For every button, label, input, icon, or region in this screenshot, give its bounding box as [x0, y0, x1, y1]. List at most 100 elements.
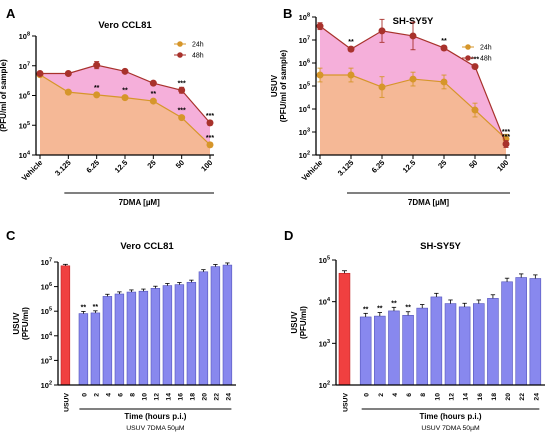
data-point-24h: [178, 114, 186, 122]
bar-control: [338, 272, 351, 386]
significance-marker: ***: [206, 135, 214, 142]
significance-marker: **: [93, 304, 99, 311]
bar: [515, 277, 527, 386]
y-axis-title-line2: (PFU/ml of sample): [0, 59, 8, 132]
x-tick-label: 12.5: [113, 158, 130, 175]
bar: [473, 303, 485, 386]
bar: [90, 312, 101, 386]
x-axis-title: 7DMA [µM]: [119, 198, 161, 207]
y-tick-label: 105: [299, 82, 310, 92]
data-point-24h: [149, 97, 157, 105]
x-tick-label: 22: [519, 393, 526, 401]
bar: [487, 298, 499, 386]
x-tick-label: 6: [117, 393, 124, 397]
y-axis-title-line2: (PFU/ml of sample): [279, 49, 288, 122]
data-point-24h: [409, 75, 417, 83]
y-tick-label: 104: [319, 297, 331, 307]
y-tick-label: 104: [41, 331, 53, 341]
data-point-48h: [316, 22, 324, 30]
data-point-48h: [93, 61, 101, 69]
x-tick-label: 4: [392, 393, 399, 397]
y-tick-label: 102: [41, 381, 52, 391]
chart-title: Vero CCL81: [98, 20, 152, 31]
data-point-48h: [149, 79, 157, 87]
data-point-48h: [502, 140, 510, 148]
bar-control: [60, 265, 71, 386]
x-tick-label: 12: [449, 393, 456, 401]
x-tick-label: 16: [177, 393, 184, 401]
bar: [114, 293, 125, 386]
legend-marker-48h: [465, 55, 471, 61]
x-tick-label: 0: [364, 393, 371, 397]
data-point-48h: [64, 69, 72, 77]
y-tick-label: 108: [299, 13, 310, 23]
x-tick-label: 25: [436, 158, 448, 170]
x-tick-label: 12: [153, 393, 160, 401]
x-tick-label: 100: [495, 158, 510, 173]
bar: [150, 288, 161, 386]
panel-letter: B: [283, 6, 292, 21]
panel-B: BSH-SY5Y** ***********1021031041051061071…: [270, 6, 510, 207]
x-tick-label: 50: [174, 158, 186, 170]
y-tick-label: 108: [19, 32, 30, 42]
x-axis-title: Time (hours p.i.): [124, 412, 186, 421]
y-axis-title-line1: USUV: [270, 74, 279, 97]
bar: [186, 281, 197, 386]
data-point-24h: [64, 88, 72, 96]
bar: [458, 306, 471, 386]
bar: [162, 285, 173, 386]
bar: [102, 296, 113, 386]
significance-marker: **: [377, 306, 383, 313]
area-24h: [320, 75, 506, 155]
x-axis-title: 7DMA [µM]: [408, 198, 450, 207]
significance-marker: **: [122, 88, 128, 95]
bar: [444, 303, 457, 386]
x-tick-label: 12.5: [401, 158, 418, 175]
x-tick-label: 2: [93, 393, 100, 397]
x-tick-label-control: USUV: [63, 393, 70, 412]
data-point-48h: [347, 45, 355, 53]
data-point-48h: [471, 63, 479, 71]
bar: [138, 290, 149, 386]
significance-marker: ***: [206, 113, 214, 120]
x-tick-label: 18: [491, 393, 498, 401]
significance-marker: ***: [178, 80, 186, 87]
x-tick-label: 18: [189, 393, 196, 401]
x-tick-label: 8: [129, 393, 136, 397]
data-point-24h: [316, 71, 324, 79]
legend-label-24h: 24h: [192, 42, 204, 49]
bar: [174, 284, 185, 386]
bar: [222, 264, 233, 386]
significance-marker: **: [151, 91, 157, 98]
bar: [78, 313, 89, 386]
data-point-48h: [378, 27, 386, 35]
y-tick-label: 107: [41, 258, 52, 268]
data-point-24h: [471, 106, 479, 114]
bar: [359, 316, 372, 386]
significance-marker: **: [405, 305, 411, 312]
x-tick-label: 24: [225, 393, 232, 401]
x-tick-label: 3.125: [336, 158, 356, 178]
legend-label-48h: 48h: [192, 53, 204, 60]
y-axis-title-line1: USUV: [290, 311, 299, 334]
bar: [198, 271, 209, 386]
bar: [430, 296, 443, 386]
x-tick-label: 0: [81, 393, 88, 397]
significance-marker: **: [363, 306, 369, 313]
data-point-48h: [178, 86, 186, 94]
x-tick-label: 24: [533, 393, 540, 401]
data-point-48h: [121, 67, 129, 75]
x-axis-title: Time (hours p.i.): [419, 412, 481, 421]
x-tick-label: 2: [378, 393, 385, 397]
y-tick-label: 102: [319, 381, 330, 391]
bar: [402, 315, 414, 386]
treatment-subtitle: USUV 7DMA 50µM: [421, 425, 480, 432]
significance-marker: ***: [178, 108, 186, 115]
bar: [374, 315, 386, 386]
legend-marker-24h: [177, 41, 183, 47]
area-24h: [40, 74, 210, 155]
panel-letter: A: [6, 6, 16, 21]
data-point-24h: [121, 94, 129, 102]
x-tick-label: 3.125: [53, 158, 73, 178]
bar: [501, 281, 513, 386]
